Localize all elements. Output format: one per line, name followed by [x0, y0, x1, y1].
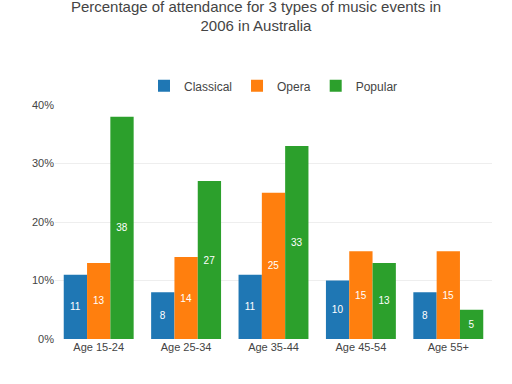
- svg-text:Age 15-24: Age 15-24: [73, 341, 124, 353]
- svg-text:11: 11: [70, 301, 81, 312]
- svg-text:25: 25: [268, 260, 280, 271]
- svg-text:Age 55+: Age 55+: [428, 341, 469, 353]
- svg-text:30%: 30%: [32, 157, 54, 169]
- svg-text:13: 13: [378, 295, 390, 306]
- svg-text:27: 27: [204, 255, 216, 266]
- svg-text:Age 35-44: Age 35-44: [248, 341, 299, 353]
- svg-text:5: 5: [469, 319, 475, 330]
- svg-text:40%: 40%: [32, 99, 54, 111]
- svg-text:0%: 0%: [38, 333, 54, 345]
- svg-text:15: 15: [355, 290, 367, 301]
- svg-text:Age 25-34: Age 25-34: [161, 341, 212, 353]
- svg-text:8: 8: [422, 310, 428, 321]
- svg-text:Popular: Popular: [356, 80, 397, 94]
- svg-text:33: 33: [291, 237, 303, 248]
- svg-text:38: 38: [116, 222, 128, 233]
- svg-text:Classical: Classical: [184, 80, 232, 94]
- svg-text:Percentage of attendance for 3: Percentage of attendance for 3 types of …: [71, 0, 441, 34]
- svg-text:Opera: Opera: [277, 80, 311, 94]
- svg-text:20%: 20%: [32, 216, 54, 228]
- svg-text:14: 14: [180, 293, 192, 304]
- svg-text:11: 11: [245, 301, 256, 312]
- svg-text:Age 45-54: Age 45-54: [336, 341, 387, 353]
- svg-text:15: 15: [443, 290, 455, 301]
- svg-text:8: 8: [160, 310, 166, 321]
- svg-text:10: 10: [332, 304, 344, 315]
- svg-text:13: 13: [93, 295, 105, 306]
- svg-text:10%: 10%: [32, 274, 54, 286]
